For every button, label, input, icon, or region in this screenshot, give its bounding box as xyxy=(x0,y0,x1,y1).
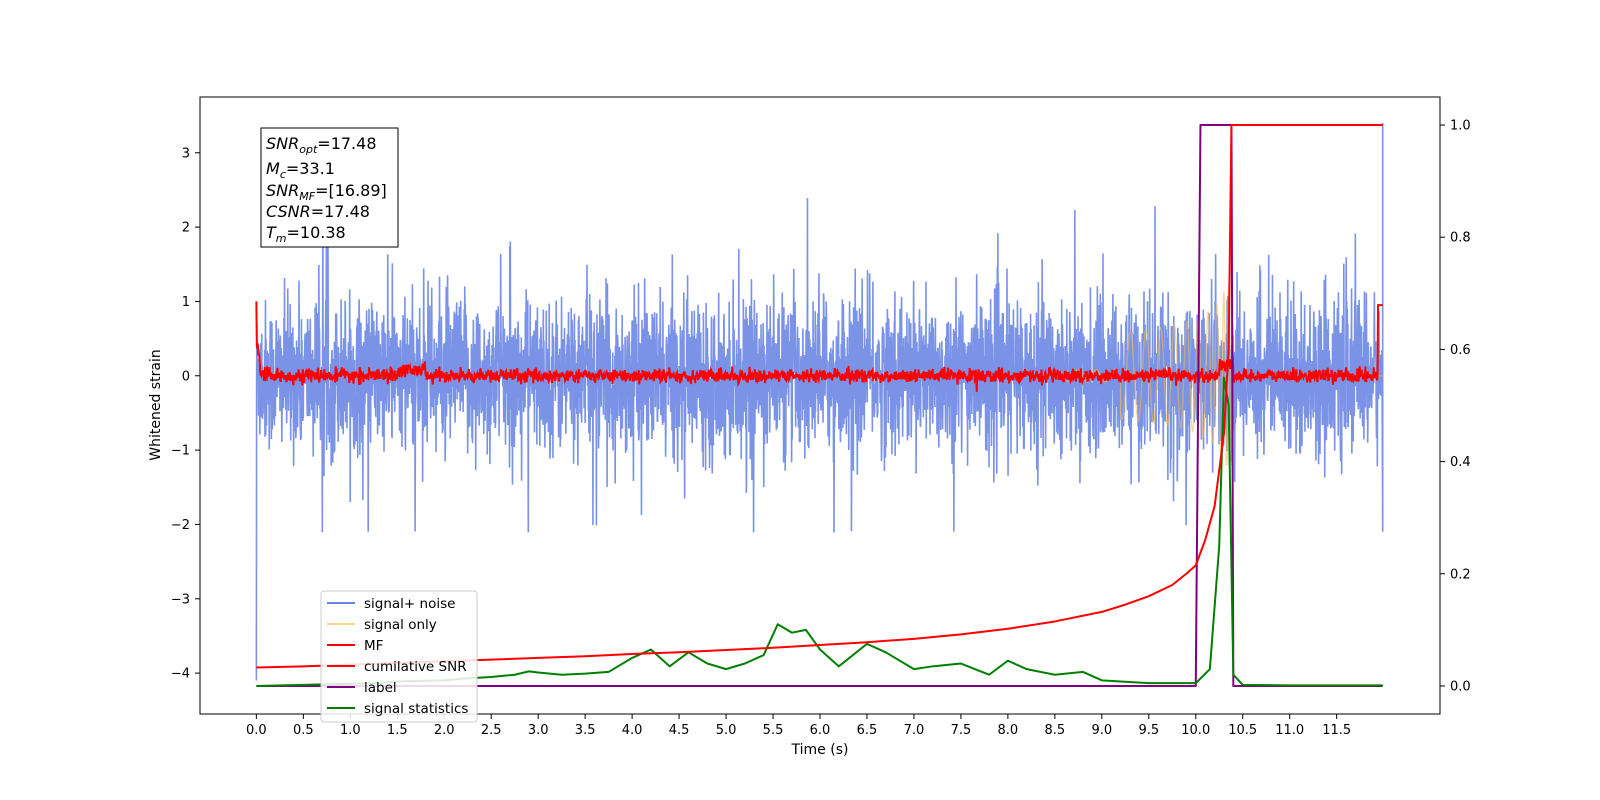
x-tick-label: 2.0 xyxy=(434,723,455,738)
legend-label-signal-noise: signal+ noise xyxy=(364,596,455,612)
x-tick-label: 6.0 xyxy=(810,723,831,738)
y-tick-label: 0 xyxy=(182,369,190,384)
y2-tick-label: 0.4 xyxy=(1450,455,1471,470)
legend-label-mf: MF xyxy=(364,638,383,654)
x-tick-label: 0.0 xyxy=(246,723,267,738)
legend-frame xyxy=(320,590,478,723)
annotation-mc: Mc=33.1 xyxy=(266,159,335,181)
x-tick-label: 6.5 xyxy=(857,723,878,738)
x-tick-label: 7.5 xyxy=(951,723,972,738)
x-tick-label: 5.5 xyxy=(763,723,784,738)
y2-tick-label: 0.8 xyxy=(1450,231,1471,246)
annotation-snr-opt: SNRopt=17.48 xyxy=(266,134,377,156)
x-tick-label: 11.0 xyxy=(1275,723,1304,738)
legend: signal+ noise signal only MF cumilative … xyxy=(320,590,478,723)
legend-label-signal-only: signal only xyxy=(364,617,437,633)
annotation-box: SNRopt=17.48 Mc=33.1 SNRMF=[16.89] CSNR=… xyxy=(260,127,399,248)
y2-tick-label: 0.0 xyxy=(1450,679,1471,694)
plot-area xyxy=(255,123,1384,687)
annotation-snr-mf: SNRMF=[16.89] xyxy=(266,181,387,203)
x-tick-label: 3.5 xyxy=(575,723,596,738)
y-tick-label: 3 xyxy=(182,146,190,161)
series-cumulative-snr xyxy=(256,124,1383,669)
y-tick-label: −1 xyxy=(171,444,190,459)
x-tick-label: 1.5 xyxy=(387,723,408,738)
x-tick-label: 7.0 xyxy=(904,723,925,738)
legend-label-signal-statistics: signal statistics xyxy=(364,701,468,717)
y-tick-label: −2 xyxy=(171,518,190,533)
x-tick-label: 4.0 xyxy=(622,723,643,738)
y2-tick-label: 0.2 xyxy=(1450,567,1471,582)
x-tick-label: 8.0 xyxy=(998,723,1019,738)
annotation-csnr: CSNR=17.48 xyxy=(266,202,370,221)
y-tick-label: 1 xyxy=(182,295,190,310)
x-tick-label: 11.5 xyxy=(1322,723,1351,738)
legend-label-cumulative-snr: cumilative SNR xyxy=(364,659,467,675)
x-tick-label: 10.0 xyxy=(1181,723,1210,738)
x-tick-label: 9.0 xyxy=(1091,723,1112,738)
y2-tick-label: 1.0 xyxy=(1450,119,1471,134)
annotation-tm: Tm=10.38 xyxy=(266,223,346,245)
y2-tick-label: 0.6 xyxy=(1450,343,1471,358)
y-axis-label: Whitened strain xyxy=(148,349,164,460)
y-tick-label: −3 xyxy=(171,592,190,607)
series-mf xyxy=(255,301,1383,392)
x-axis-label: Time (s) xyxy=(791,742,849,758)
x-tick-label: 8.5 xyxy=(1045,723,1066,738)
x-tick-label: 2.5 xyxy=(481,723,502,738)
axes: 0.0 0.5 1.0 1.5 2.0 2.5 3.0 3.5 4.0 4.5 5.0 5.5 6.0 6… xyxy=(171,119,1471,738)
x-tick-label: 0.5 xyxy=(293,723,314,738)
legend-label-label: label xyxy=(364,680,397,696)
x-tick-label: 3.0 xyxy=(528,723,549,738)
x-tick-label: 10.5 xyxy=(1228,723,1257,738)
x-tick-label: 1.0 xyxy=(340,723,361,738)
x-tick-label: 5.0 xyxy=(716,723,737,738)
x-tick-label: 9.5 xyxy=(1138,723,1159,738)
annotation-frame xyxy=(260,127,399,248)
y-tick-label: 2 xyxy=(182,221,190,236)
y-tick-label: −4 xyxy=(171,667,190,682)
x-tick-label: 4.5 xyxy=(669,723,690,738)
